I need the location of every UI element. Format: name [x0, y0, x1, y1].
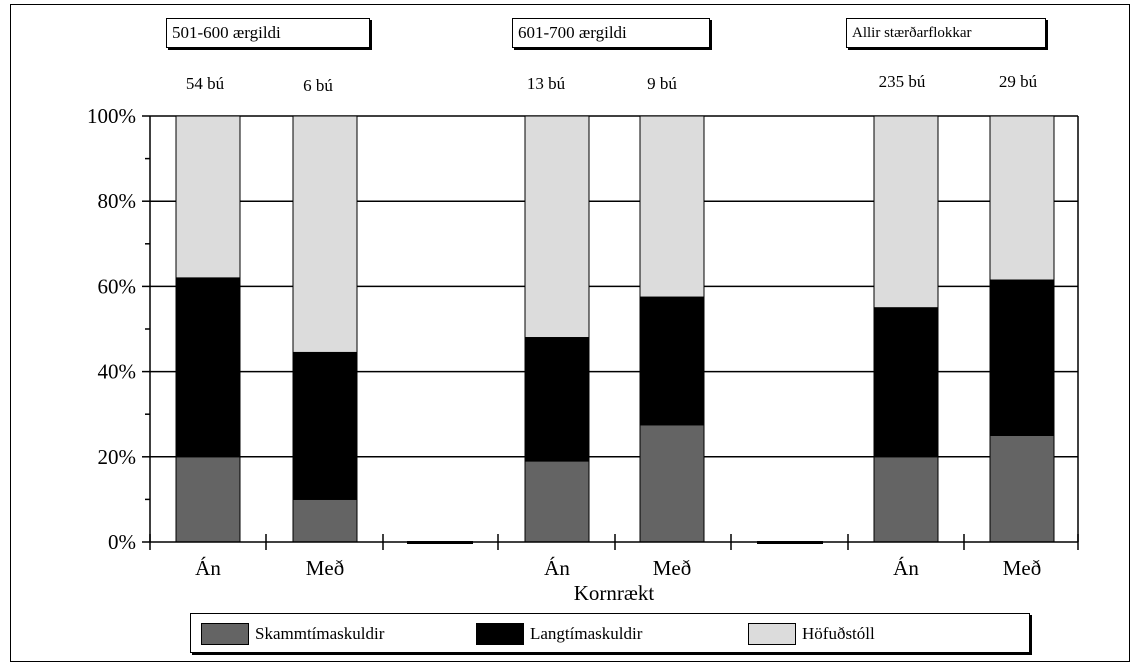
legend-label-long-term: Langtímaskuldir	[530, 624, 643, 643]
count-label-1: 54 bú	[185, 74, 225, 93]
bar-segment	[873, 307, 939, 458]
y-tick-label: 100%	[87, 104, 136, 128]
bar-segment	[524, 115, 590, 339]
legend-swatch-short-term	[201, 623, 249, 645]
bar-segment	[175, 456, 241, 543]
bar-segment	[175, 277, 241, 458]
x-tick-label: Án	[544, 556, 570, 580]
x-tick-label: Án	[893, 556, 919, 580]
count-label-3: 13 bú	[526, 74, 566, 93]
legend-item-equity: Höfuðstóll	[748, 622, 875, 646]
x-tick-label: Með	[1003, 556, 1042, 580]
y-tick-label: 20%	[98, 445, 137, 469]
legend-label-equity: Höfuðstóll	[802, 624, 875, 643]
legend-item-short-term: Skammtímaskuldir	[201, 622, 384, 646]
bar-segment	[639, 296, 705, 426]
bar-segment	[292, 115, 358, 353]
bar-segment	[873, 456, 939, 543]
bar-segment	[989, 279, 1055, 437]
group-title-3: Allir stærðarflokkar	[846, 18, 1046, 48]
count-label-4: 9 bú	[647, 74, 677, 93]
bar-segment	[989, 435, 1055, 543]
legend: Skammtímaskuldir Langtímaskuldir Höfuðst…	[190, 613, 1030, 653]
legend-item-long-term: Langtímaskuldir	[476, 622, 642, 646]
group-title-2: 601-700 ærgildi	[512, 18, 710, 48]
legend-label-short-term: Skammtímaskuldir	[255, 624, 385, 643]
bar-segment	[989, 115, 1055, 281]
group-title-1: 501-600 ærgildi	[166, 18, 370, 48]
y-tick-label: 40%	[98, 360, 137, 384]
bar-segment	[292, 498, 358, 543]
count-label-2: 6 bú	[303, 76, 333, 95]
bar-segment	[873, 115, 939, 309]
x-tick-label: Án	[195, 556, 221, 580]
count-label-6: 29 bú	[998, 72, 1038, 91]
y-tick-label: 0%	[108, 530, 136, 554]
bar-segment	[524, 337, 590, 462]
bar-segment	[292, 351, 358, 500]
legend-swatch-long-term	[476, 623, 524, 645]
bar-segment	[639, 115, 705, 298]
bar-segment	[524, 460, 590, 543]
x-axis-title: Kornrækt	[574, 581, 655, 605]
axes	[142, 115, 1079, 550]
bar-segment	[639, 424, 705, 543]
bars	[175, 115, 1055, 544]
y-tick-label: 60%	[98, 274, 137, 298]
y-tick-label: 80%	[98, 189, 137, 213]
axis-labels: 0%20%40%60%80%100%Án Með Án Með Án MeðKornræk…	[87, 104, 1041, 605]
x-tick-label: Með	[653, 556, 692, 580]
legend-swatch-equity	[748, 623, 796, 645]
bar-segment	[175, 115, 241, 279]
gridlines	[150, 115, 1078, 458]
count-label-5: 235 bú	[878, 72, 926, 91]
x-tick-label: Með	[306, 556, 345, 580]
